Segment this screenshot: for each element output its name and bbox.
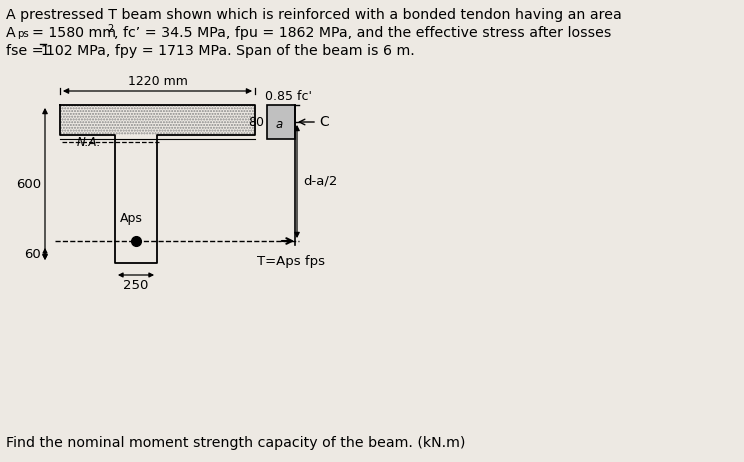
Text: 60: 60 — [25, 248, 41, 261]
Text: 1220 mm: 1220 mm — [127, 75, 187, 88]
Bar — [267, 105, 295, 139]
Text: Aps: Aps — [120, 212, 142, 225]
Text: a: a — [275, 117, 283, 130]
Text: 1: 1 — [40, 44, 49, 58]
Text: 600: 600 — [16, 177, 41, 190]
Text: d-a/2: d-a/2 — [303, 175, 337, 188]
Text: Find the nominal moment strength capacity of the beam. (kN.m): Find the nominal moment strength capacit… — [6, 436, 466, 450]
Text: 2: 2 — [107, 24, 113, 34]
Text: = 1580 mm: = 1580 mm — [32, 26, 116, 40]
Text: A: A — [6, 26, 16, 40]
Text: 102 MPa, fpy = 1713 MPa. Span of the beam is 6 m.: 102 MPa, fpy = 1713 MPa. Span of the bea… — [46, 44, 414, 58]
Text: C: C — [319, 115, 329, 129]
Text: , fc’ = 34.5 MPa, fpu = 1862 MPa, and the effective stress after losses: , fc’ = 34.5 MPa, fpu = 1862 MPa, and th… — [114, 26, 612, 40]
Text: A prestressed T beam shown which is reinforced with a bonded tendon having an ar: A prestressed T beam shown which is rein… — [6, 8, 622, 22]
Text: T=Aps fps: T=Aps fps — [257, 255, 325, 268]
Bar — [60, 105, 255, 135]
Text: 250: 250 — [124, 279, 149, 292]
Text: N.A.: N.A. — [77, 136, 101, 150]
Text: 0.85 fc': 0.85 fc' — [265, 90, 312, 103]
Text: fse =: fse = — [6, 44, 48, 58]
Text: 80: 80 — [248, 116, 264, 128]
Text: ps: ps — [17, 29, 29, 39]
